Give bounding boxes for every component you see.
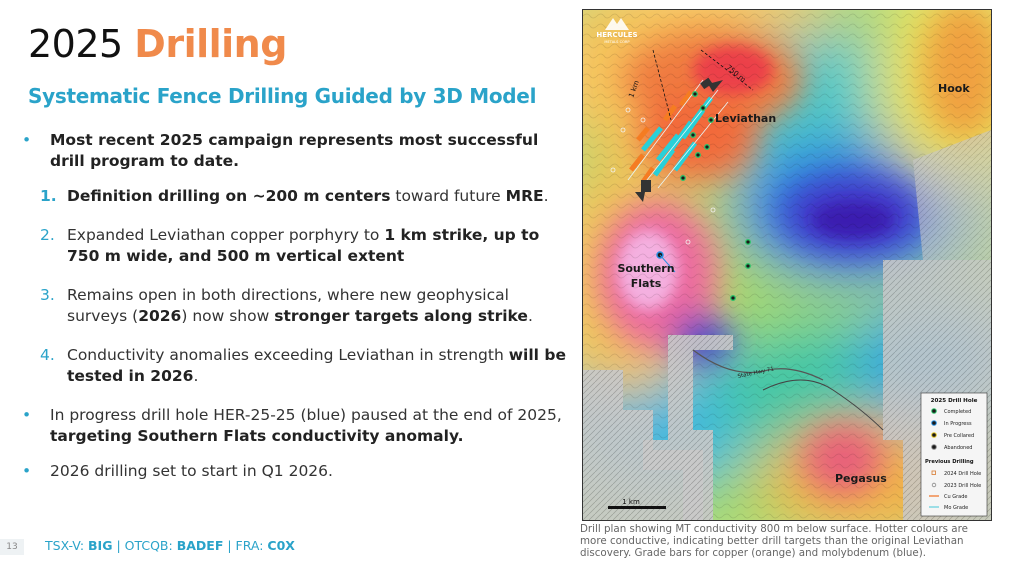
bullet-item: • 2026 drilling set to start in Q1 2026.: [22, 461, 567, 482]
tsx-label: TSX-V:: [45, 538, 89, 553]
legend-prev-2023: 2023 Drill Hole: [944, 483, 981, 489]
otc-value: BADEF: [176, 538, 224, 553]
item-number: 3.: [40, 286, 55, 304]
legend-mo-grade: Mo Grade: [944, 505, 968, 511]
item-bold-2: stronger targets along strike: [274, 307, 528, 325]
conductivity-map-svg: HERCULES METALS CORP Leviathan Hook Sout…: [583, 10, 991, 520]
hercules-logo: HERCULES METALS CORP: [596, 18, 638, 44]
item-text: Remains open in both directions, where n…: [67, 286, 509, 325]
item-end: .: [543, 187, 549, 205]
scale-bar: 1 km: [608, 498, 666, 509]
fra-value: C0X: [267, 538, 295, 553]
scale-label: 1 km: [622, 498, 640, 506]
logo-name: HERCULES: [596, 31, 637, 39]
bullet-list: • Most recent 2025 campaign represents m…: [22, 130, 567, 496]
item-number: 2.: [40, 226, 55, 244]
bullet-bold: Most recent 2025 campaign represents mos…: [50, 131, 539, 170]
dimension-annotations: [635, 49, 754, 202]
legend-item-abandoned: Abandoned: [944, 445, 972, 451]
bullet-item: • Most recent 2025 campaign represents m…: [22, 130, 567, 172]
item-text: Expanded Leviathan copper porphyry to: [67, 226, 385, 244]
title-accent: Drilling: [134, 22, 287, 66]
item-text-2: ) now show: [181, 307, 275, 325]
map-caption: Drill plan showing MT conductivity 800 m…: [580, 523, 968, 559]
bullet-dot: •: [22, 131, 32, 149]
label-southern: Southern: [617, 262, 674, 275]
legend-cu-grade: Cu Grade: [944, 494, 968, 500]
item-bold-2: MRE: [505, 187, 544, 205]
legend-prev-title: Previous Drilling: [925, 459, 974, 465]
title-prefix: 2025: [28, 22, 135, 66]
bullet-text: 2026 drilling set to start in Q1 2026.: [50, 462, 333, 480]
ticker-line: TSX-V: BIG | OTCQB: BADEF | FRA: C0X: [45, 538, 295, 553]
bullet-bold: targeting Southern Flats conductivity an…: [50, 427, 464, 445]
page-number: 13: [0, 539, 24, 555]
logo-sub: METALS CORP: [604, 40, 630, 44]
legend-item-pre-collared: Pre Collared: [944, 433, 974, 439]
slide-title: 2025 Drilling: [28, 22, 287, 66]
bullet-dot: •: [22, 406, 32, 424]
numbered-item: 3. Remains open in both directions, wher…: [22, 285, 567, 327]
slide-subtitle: Systematic Fence Drilling Guided by 3D M…: [28, 84, 537, 108]
otc-label: | OTCQB:: [112, 538, 177, 553]
bullet-dot: •: [22, 462, 32, 480]
map-legend: 2025 Drill Hole Completed In Progress Pr…: [920, 392, 988, 517]
item-end: .: [193, 367, 199, 385]
drill-collars: [610, 91, 751, 301]
drill-plan-map: HERCULES METALS CORP Leviathan Hook Sout…: [582, 9, 992, 521]
label-pegasus: Pegasus: [835, 472, 887, 485]
label-leviathan: Leviathan: [715, 112, 776, 125]
item-bold: Definition drilling on ~200 m centers: [67, 187, 391, 205]
item-text: Conductivity anomalies exceeding Leviath…: [67, 346, 509, 364]
label-flats: Flats: [631, 277, 662, 290]
legend-item-completed: Completed: [944, 409, 971, 415]
legend-prev-2024: 2024 Drill Hole: [944, 471, 981, 477]
legend-title: 2025 Drill Hole: [931, 398, 978, 404]
item-end: .: [527, 307, 533, 325]
tsx-value: BIG: [88, 538, 113, 553]
label-hook: Hook: [938, 82, 970, 95]
item-number: 4.: [40, 346, 55, 364]
numbered-item: 4. Conductivity anomalies exceeding Levi…: [22, 345, 567, 387]
item-bold: 2026: [138, 307, 182, 325]
fra-label: | FRA:: [223, 538, 268, 553]
numbered-item: 1. Definition drilling on ~200 m centers…: [22, 186, 567, 207]
item-bold: will be tested in 2026: [67, 346, 566, 385]
item-text: toward future: [390, 187, 506, 205]
item-number: 1.: [40, 187, 57, 205]
item-bold: 1 km strike, up to 750 m wide, and 500 m…: [67, 226, 540, 265]
legend-item-in-progress: In Progress: [944, 421, 972, 427]
bullet-item: • In progress drill hole HER-25-25 (blue…: [22, 405, 567, 447]
numbered-item: 2. Expanded Leviathan copper porphyry to…: [22, 225, 567, 267]
drill-fences: [627, 79, 729, 189]
bullet-text: In progress drill hole HER-25-25 (blue) …: [50, 406, 562, 424]
